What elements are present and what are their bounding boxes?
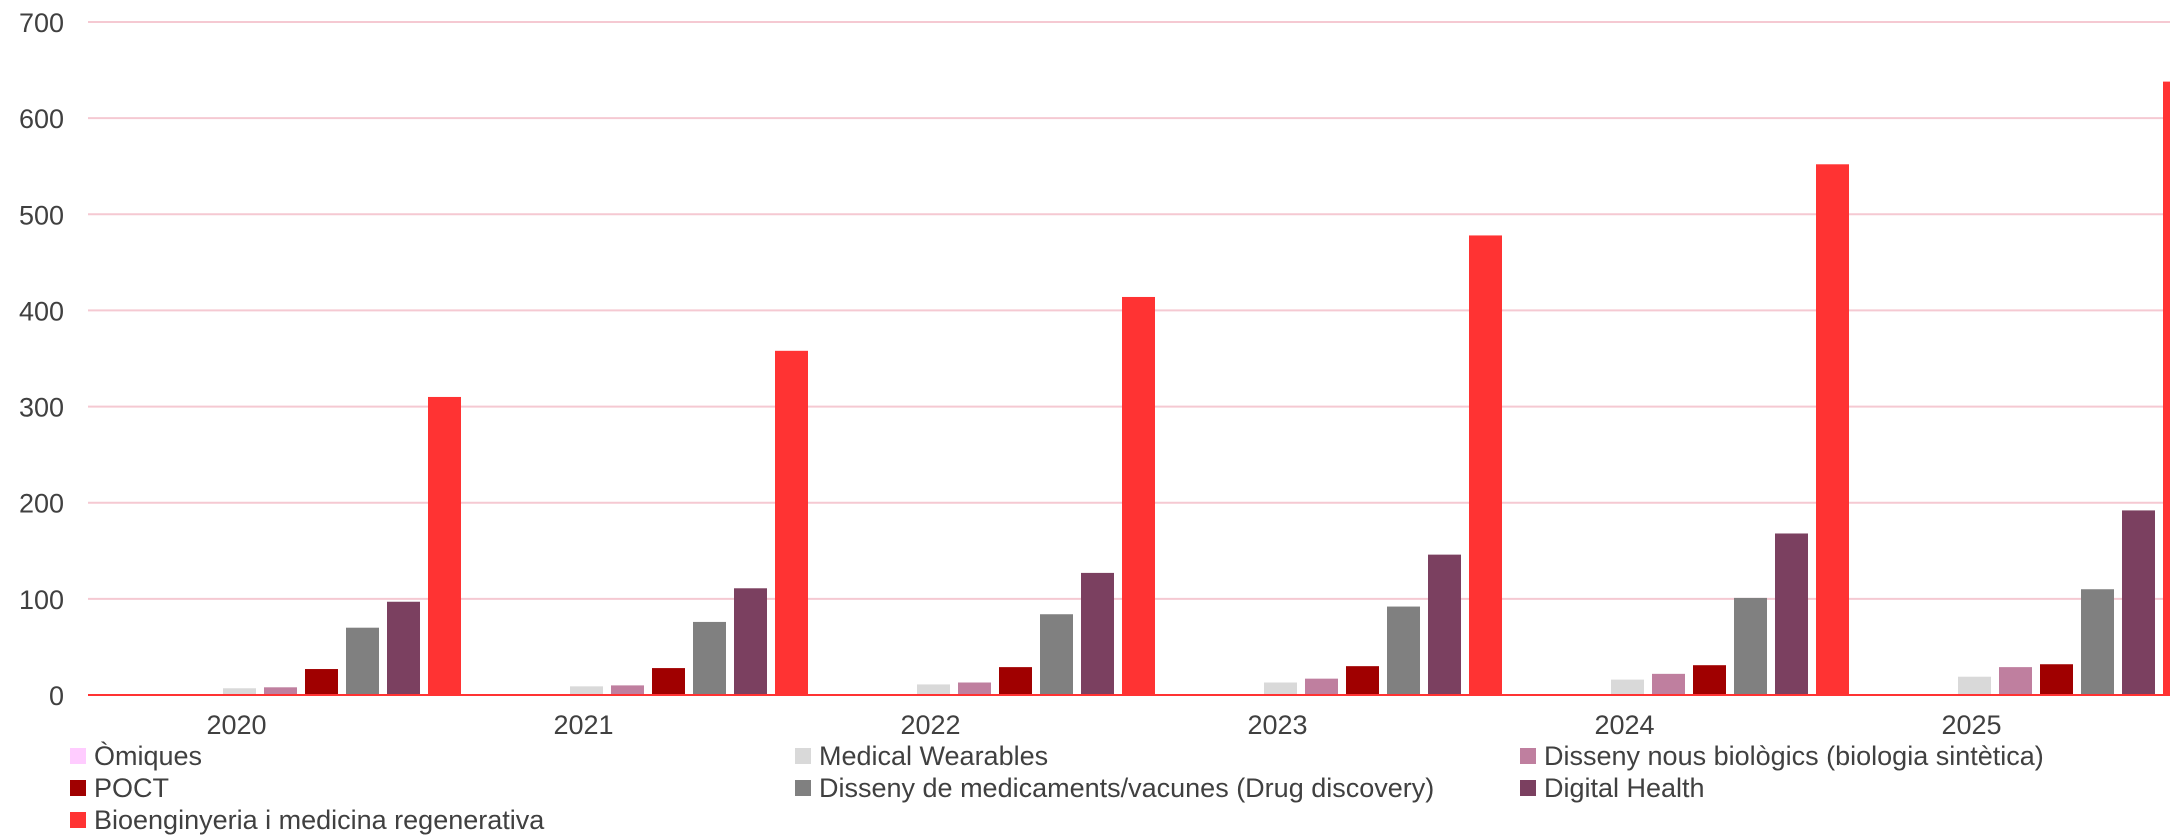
bar xyxy=(958,682,991,695)
bar xyxy=(1775,533,1808,695)
bar-chart: 0 100 200 300 400 500 600 700 2020 2021 2022 2023 20… xyxy=(19,8,2170,740)
legend-label: POCT xyxy=(94,772,170,803)
bar xyxy=(1264,682,1297,695)
x-tick-label: 2021 xyxy=(553,710,613,740)
legend-label: Òmiques xyxy=(94,740,203,771)
bar xyxy=(1428,554,1461,695)
y-tick-label: 700 xyxy=(19,8,64,38)
x-tick-label: 2023 xyxy=(1247,710,1307,740)
bar xyxy=(693,621,726,695)
legend-swatch xyxy=(1520,748,1536,764)
bar xyxy=(1958,676,1991,695)
legend-swatch xyxy=(1520,780,1536,796)
bar xyxy=(428,396,461,695)
legend-label: Digital Health xyxy=(1544,772,1705,803)
bar xyxy=(1081,572,1114,695)
bar xyxy=(2163,81,2170,695)
x-tick-label: 2022 xyxy=(900,710,960,740)
bar xyxy=(1122,296,1155,695)
bar xyxy=(2081,589,2114,695)
bar xyxy=(775,350,808,695)
legend-label: Bioenginyeria i medicina regenerativa xyxy=(94,804,545,835)
bar xyxy=(999,667,1032,695)
legend-item: Disseny de medicaments/vacunes (Drug dis… xyxy=(795,772,1520,804)
legend-item: Digital Health xyxy=(1520,772,2150,804)
bar xyxy=(264,687,297,695)
y-tick-label: 400 xyxy=(19,296,64,326)
legend-swatch xyxy=(70,748,86,764)
legend-item: Bioenginyeria i medicina regenerativa xyxy=(70,804,795,836)
bar xyxy=(1346,666,1379,695)
bar xyxy=(652,668,685,695)
x-tick-label: 2024 xyxy=(1594,710,1654,740)
legend-label: Disseny de medicaments/vacunes (Drug dis… xyxy=(819,772,1435,803)
bar xyxy=(2122,510,2155,695)
x-tick-label: 2025 xyxy=(1941,710,2001,740)
y-tick-label: 200 xyxy=(19,489,64,519)
bar xyxy=(611,685,644,695)
legend-item: Òmiques xyxy=(70,740,795,772)
bar xyxy=(1734,597,1767,695)
bar xyxy=(346,627,379,695)
legend-swatch xyxy=(70,812,86,828)
y-tick-label: 100 xyxy=(19,585,64,615)
bar xyxy=(1305,678,1338,695)
legend-swatch xyxy=(795,748,811,764)
bar xyxy=(570,686,603,695)
legend-item: Medical Wearables xyxy=(795,740,1520,772)
bar xyxy=(2040,664,2073,695)
legend-swatch xyxy=(795,780,811,796)
y-tick-label: 300 xyxy=(19,393,64,423)
bar xyxy=(1652,673,1685,695)
bar xyxy=(305,669,338,695)
legend-item: Disseny nous biològics (biologia sintèti… xyxy=(1520,740,2150,772)
legend-label: Medical Wearables xyxy=(819,740,1049,771)
bar xyxy=(1040,614,1073,695)
legend-label: Disseny nous biològics (biologia sintèti… xyxy=(1544,740,2044,771)
bar xyxy=(1387,606,1420,695)
bar xyxy=(917,684,950,695)
bar xyxy=(387,601,420,695)
bar xyxy=(223,688,256,695)
y-tick-label: 0 xyxy=(49,681,64,711)
bar xyxy=(1693,665,1726,695)
legend-swatch xyxy=(70,780,86,796)
bar xyxy=(1999,667,2032,695)
legend-item: POCT xyxy=(70,772,795,804)
bar xyxy=(1469,235,1502,696)
x-tick-label: 2020 xyxy=(206,710,266,740)
y-tick-label: 600 xyxy=(19,104,64,134)
bar xyxy=(1816,164,1849,695)
y-tick-label: 500 xyxy=(19,200,64,230)
bar xyxy=(1611,679,1644,695)
bar xyxy=(734,588,767,695)
chart-legend: Òmiques Medical Wearables Disseny nous bio… xyxy=(70,740,2150,836)
